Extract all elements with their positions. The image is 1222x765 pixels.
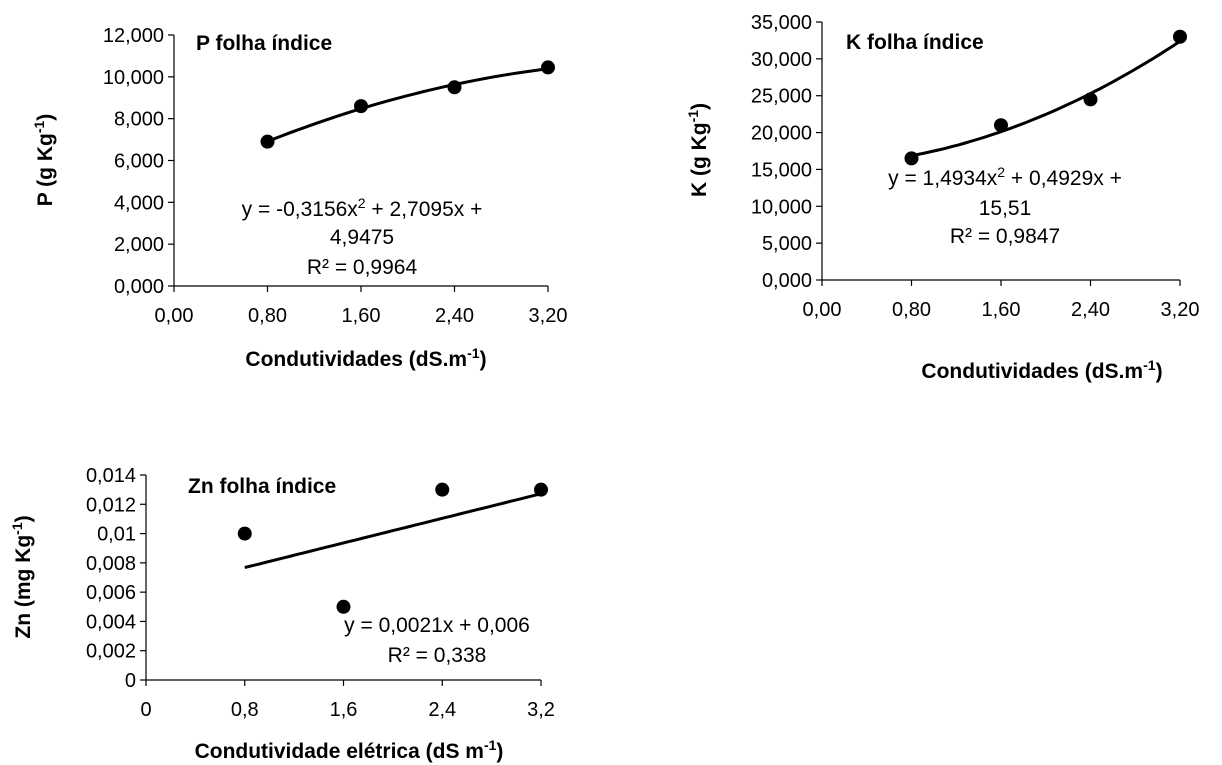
x-tick-label: 0,00: [803, 299, 842, 321]
equation-label: y = -0,3156x2 + 2,7095x +: [242, 195, 483, 221]
data-point: [1083, 92, 1098, 107]
x-tick-label: 2,40: [435, 305, 474, 327]
y-tick-label: 0,006: [86, 582, 136, 604]
x-tick-label: 3,20: [529, 305, 568, 327]
x-axis-label-tail: ): [480, 348, 487, 371]
chart-title: Zn folha índice: [188, 475, 336, 498]
data-point: [336, 599, 351, 614]
x-axis-label-sup: -1: [1143, 357, 1156, 373]
data-point: [447, 80, 462, 95]
chart-zn: 0 0,002 0,004 0,006 0,008 0,01 0,012 0,014 0 0,8 1…: [9, 465, 555, 763]
x-tick-label: 1,60: [982, 299, 1021, 321]
x-axis-label-text: Condutividades (dS.m: [245, 348, 467, 371]
y-axis-label: K (g Kg-1): [685, 103, 711, 197]
x-tick-label: 2,4: [428, 699, 456, 721]
data-point: [1173, 29, 1187, 44]
x-axis-label-text: Condutividade elétrica (dS m: [195, 740, 484, 763]
x-axis-label: Condutividades (dS.m-1): [245, 345, 486, 371]
y-tick-label: 0,008: [86, 553, 136, 575]
y-axis-label-text: Zn (mg Kg: [12, 535, 35, 639]
chart-title: K folha índice: [846, 31, 984, 54]
x-tick-label: 3,2: [527, 699, 555, 721]
y-tick-label: 5,000: [762, 233, 812, 255]
data-point: [435, 482, 450, 497]
y-tick-label: 20,000: [751, 123, 812, 145]
trendline: [911, 40, 1181, 158]
data-point: [541, 60, 555, 75]
y-tick-label: 15,000: [751, 159, 812, 181]
y-tick-label: 8,000: [114, 109, 164, 131]
x-tick-label: 0: [140, 699, 151, 721]
data-point: [994, 118, 1008, 133]
chart-p: 0,000 2,000 4,000 6,000 8,000 10,000 12,000 0,0…: [31, 25, 567, 371]
y-tick-label: 0,014: [86, 465, 136, 487]
x-axis-label: Condutividades (dS.m-1): [921, 357, 1162, 383]
chart-k: 0,000 5,000 10,000 15,000 20,000 25,000 30,000…: [685, 12, 1199, 383]
y-axis-label: P (g Kg-1): [31, 114, 57, 207]
x-tick-label: 0,00: [155, 305, 194, 327]
x-axis-label-sup: -1: [467, 345, 480, 361]
equation-exponent: 2: [358, 195, 366, 211]
r-squared-label: R² = 0,338: [388, 644, 487, 667]
r-squared-label: R² = 0,9964: [307, 256, 418, 279]
y-axis-label-text: P (g Kg: [34, 133, 57, 206]
x-tick-label: 3,20: [1161, 299, 1200, 321]
y-tick-label: 6,000: [114, 151, 164, 173]
equation-label: y = 1,4934x2 + 0,4929x +: [888, 164, 1122, 190]
data-point: [534, 482, 548, 497]
y-tick-label: 0,002: [86, 641, 136, 663]
y-tick-label: 0,000: [762, 270, 812, 292]
y-axis-label: Zn (mg Kg-1): [9, 515, 35, 638]
y-axis-label-tail: ): [12, 515, 35, 522]
equation-text: + 0,4929x +: [1005, 167, 1122, 190]
r-squared-label: R² = 0,9847: [950, 225, 1060, 248]
equation-label: y = 0,0021x + 0,006: [344, 614, 530, 637]
y-tick-label: 10,000: [103, 67, 164, 89]
x-tick-label: 2,40: [1071, 299, 1110, 321]
x-tick-label: 1,60: [342, 305, 381, 327]
y-tick-label: 30,000: [751, 49, 812, 71]
data-point: [904, 151, 919, 166]
y-tick-label: 10,000: [751, 196, 812, 218]
y-axis-label-sup: -1: [31, 121, 47, 134]
y-tick-label: 0,004: [86, 611, 136, 633]
x-axis-label-tail: ): [496, 740, 503, 763]
x-axis-label-sup: -1: [484, 737, 497, 753]
equation-text: + 2,7095x +: [366, 198, 483, 221]
equation-constant: 4,9475: [330, 226, 394, 249]
trendline: [244, 492, 542, 569]
data-point: [354, 99, 368, 114]
y-axis-label-tail: ): [688, 103, 711, 110]
y-axis-label-tail: ): [34, 114, 57, 121]
y-axis-label-text: K (g Kg: [688, 122, 711, 197]
equation-text: y = -0,3156x: [242, 198, 359, 221]
y-tick-label: 35,000: [751, 12, 812, 34]
y-tick-label: 0,01: [97, 524, 136, 546]
equation-text: y = 1,4934x: [888, 167, 998, 190]
y-axis-label-sup: -1: [9, 522, 25, 535]
y-tick-label: 0: [125, 670, 136, 692]
y-tick-label: 12,000: [103, 25, 164, 47]
y-axis-label-sup: -1: [685, 110, 701, 123]
trendline: [266, 67, 549, 143]
equation-constant: 15,51: [979, 197, 1032, 220]
x-tick-label: 1,6: [330, 699, 358, 721]
y-tick-label: 0,012: [86, 494, 136, 516]
x-axis-label: Condutividade elétrica (dS m-1): [195, 737, 504, 763]
y-tick-label: 4,000: [114, 192, 164, 214]
x-tick-label: 0,8: [231, 699, 259, 721]
equation-text: y = 0,0021x + 0,006: [344, 614, 530, 637]
data-point: [260, 134, 275, 149]
y-tick-label: 25,000: [751, 86, 812, 108]
x-axis-label-text: Condutividades (dS.m: [921, 360, 1143, 383]
chart-title: P folha índice: [196, 32, 332, 55]
y-tick-label: 0,000: [114, 276, 164, 298]
y-tick-label: 2,000: [114, 234, 164, 256]
equation-exponent: 2: [997, 164, 1005, 180]
x-tick-label: 0,80: [248, 305, 287, 327]
x-axis-label-tail: ): [1156, 360, 1163, 383]
x-tick-label: 0,80: [892, 299, 931, 321]
data-point: [237, 526, 252, 541]
